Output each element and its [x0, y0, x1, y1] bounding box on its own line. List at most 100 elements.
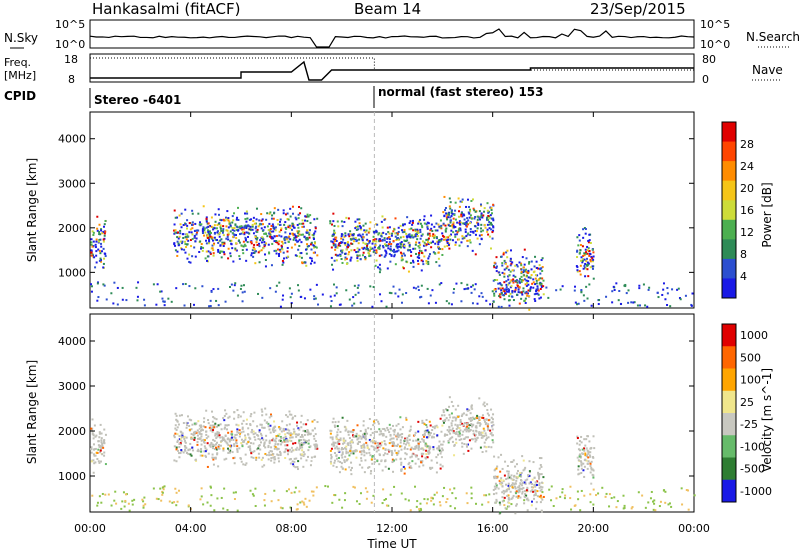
echo-cell [216, 224, 219, 227]
echo-cell [372, 494, 375, 497]
colorbar-tick-label: -500 [740, 463, 765, 476]
echo-cell [270, 453, 273, 456]
echo-cell [102, 441, 105, 444]
echo-cell [452, 291, 455, 294]
echo-cell [279, 305, 282, 308]
echo-cell [354, 236, 357, 239]
echo-cell [669, 305, 672, 308]
echo-cell [177, 449, 180, 452]
echo-cell [444, 230, 447, 233]
echo-cell [182, 223, 185, 226]
echo-cell [290, 292, 293, 295]
echo-cell [260, 249, 263, 252]
echo-cell [374, 442, 377, 445]
echo-cell [231, 247, 234, 250]
echo-cell [183, 437, 186, 440]
echo-cell [281, 242, 284, 245]
echo-cell [306, 433, 309, 436]
echo-cell [159, 487, 162, 490]
echo-cell [254, 250, 257, 253]
echo-cell [265, 421, 268, 424]
echo-cell [388, 291, 391, 294]
echo-cell [161, 491, 164, 494]
echo-cell [505, 490, 508, 493]
echo-cell [205, 448, 208, 451]
echo-cell [245, 220, 248, 223]
echo-cell [231, 451, 234, 454]
echo-cell [181, 436, 184, 439]
echo-cell [421, 233, 424, 236]
echo-cell [316, 421, 319, 424]
echo-cell [301, 500, 304, 503]
echo-cell [578, 453, 581, 456]
echo-cell [162, 300, 165, 303]
echo-cell [344, 455, 347, 458]
echo-cell [236, 428, 239, 431]
echo-cell [418, 252, 421, 255]
echo-cell [451, 212, 454, 215]
echo-cell [295, 448, 298, 451]
echo-cell [488, 223, 491, 226]
echo-cell [483, 445, 486, 448]
echo-cell [246, 231, 249, 234]
echo-cell [452, 431, 455, 434]
echo-cell [272, 237, 275, 240]
colorbar-segment [722, 180, 736, 201]
echo-cell [383, 237, 386, 240]
echo-cell [578, 455, 581, 458]
echo-cell [303, 453, 306, 456]
echo-cell [448, 213, 451, 216]
echo-cell [345, 257, 348, 260]
echo-cell [222, 417, 225, 420]
echo-cell [426, 426, 429, 429]
echo-cell [471, 407, 474, 410]
echo-cell [186, 227, 189, 230]
echo-cell [502, 489, 505, 492]
echo-cell [249, 225, 252, 228]
echo-cell [522, 287, 525, 290]
echo-cell [347, 444, 350, 447]
echo-cell [442, 235, 445, 238]
echo-cell [569, 485, 572, 488]
echo-cell [160, 499, 163, 502]
echo-cell [228, 220, 231, 223]
echo-cell [527, 262, 530, 265]
echo-cell [330, 457, 333, 460]
colorbar-segment [722, 324, 736, 347]
echo-cell [230, 242, 233, 245]
echo-cell [90, 250, 93, 253]
echo-cell [260, 241, 263, 244]
echo-cell [218, 235, 221, 238]
echo-cell [423, 218, 426, 221]
echo-cell [446, 497, 449, 500]
echo-cell [408, 243, 411, 246]
echo-cell [687, 489, 690, 492]
echo-cell [524, 496, 527, 499]
echo-cell [348, 437, 351, 440]
echo-cell [176, 433, 179, 436]
echo-cell [573, 289, 576, 292]
echo-cell [518, 280, 521, 283]
echo-cell [400, 468, 403, 471]
echo-cell [432, 436, 435, 439]
echo-cell [394, 235, 397, 238]
echo-cell [509, 281, 512, 284]
echo-cell [401, 243, 404, 246]
echo-cell [522, 290, 525, 293]
echo-cell [469, 424, 472, 427]
echo-cell [286, 212, 289, 215]
echo-cell [278, 433, 281, 436]
echo-cell [100, 460, 103, 463]
echo-cell [199, 247, 202, 250]
echo-cell [135, 286, 138, 289]
echo-cell [96, 229, 99, 232]
echo-cell [274, 443, 277, 446]
echo-cell [487, 211, 490, 214]
echo-cell [580, 455, 583, 458]
echo-cell [186, 224, 189, 227]
echo-cell [450, 209, 453, 212]
echo-cell [256, 236, 259, 239]
echo-cell [584, 275, 587, 278]
echo-cell [492, 423, 495, 426]
colorbar-tick-label: 500 [740, 351, 761, 364]
